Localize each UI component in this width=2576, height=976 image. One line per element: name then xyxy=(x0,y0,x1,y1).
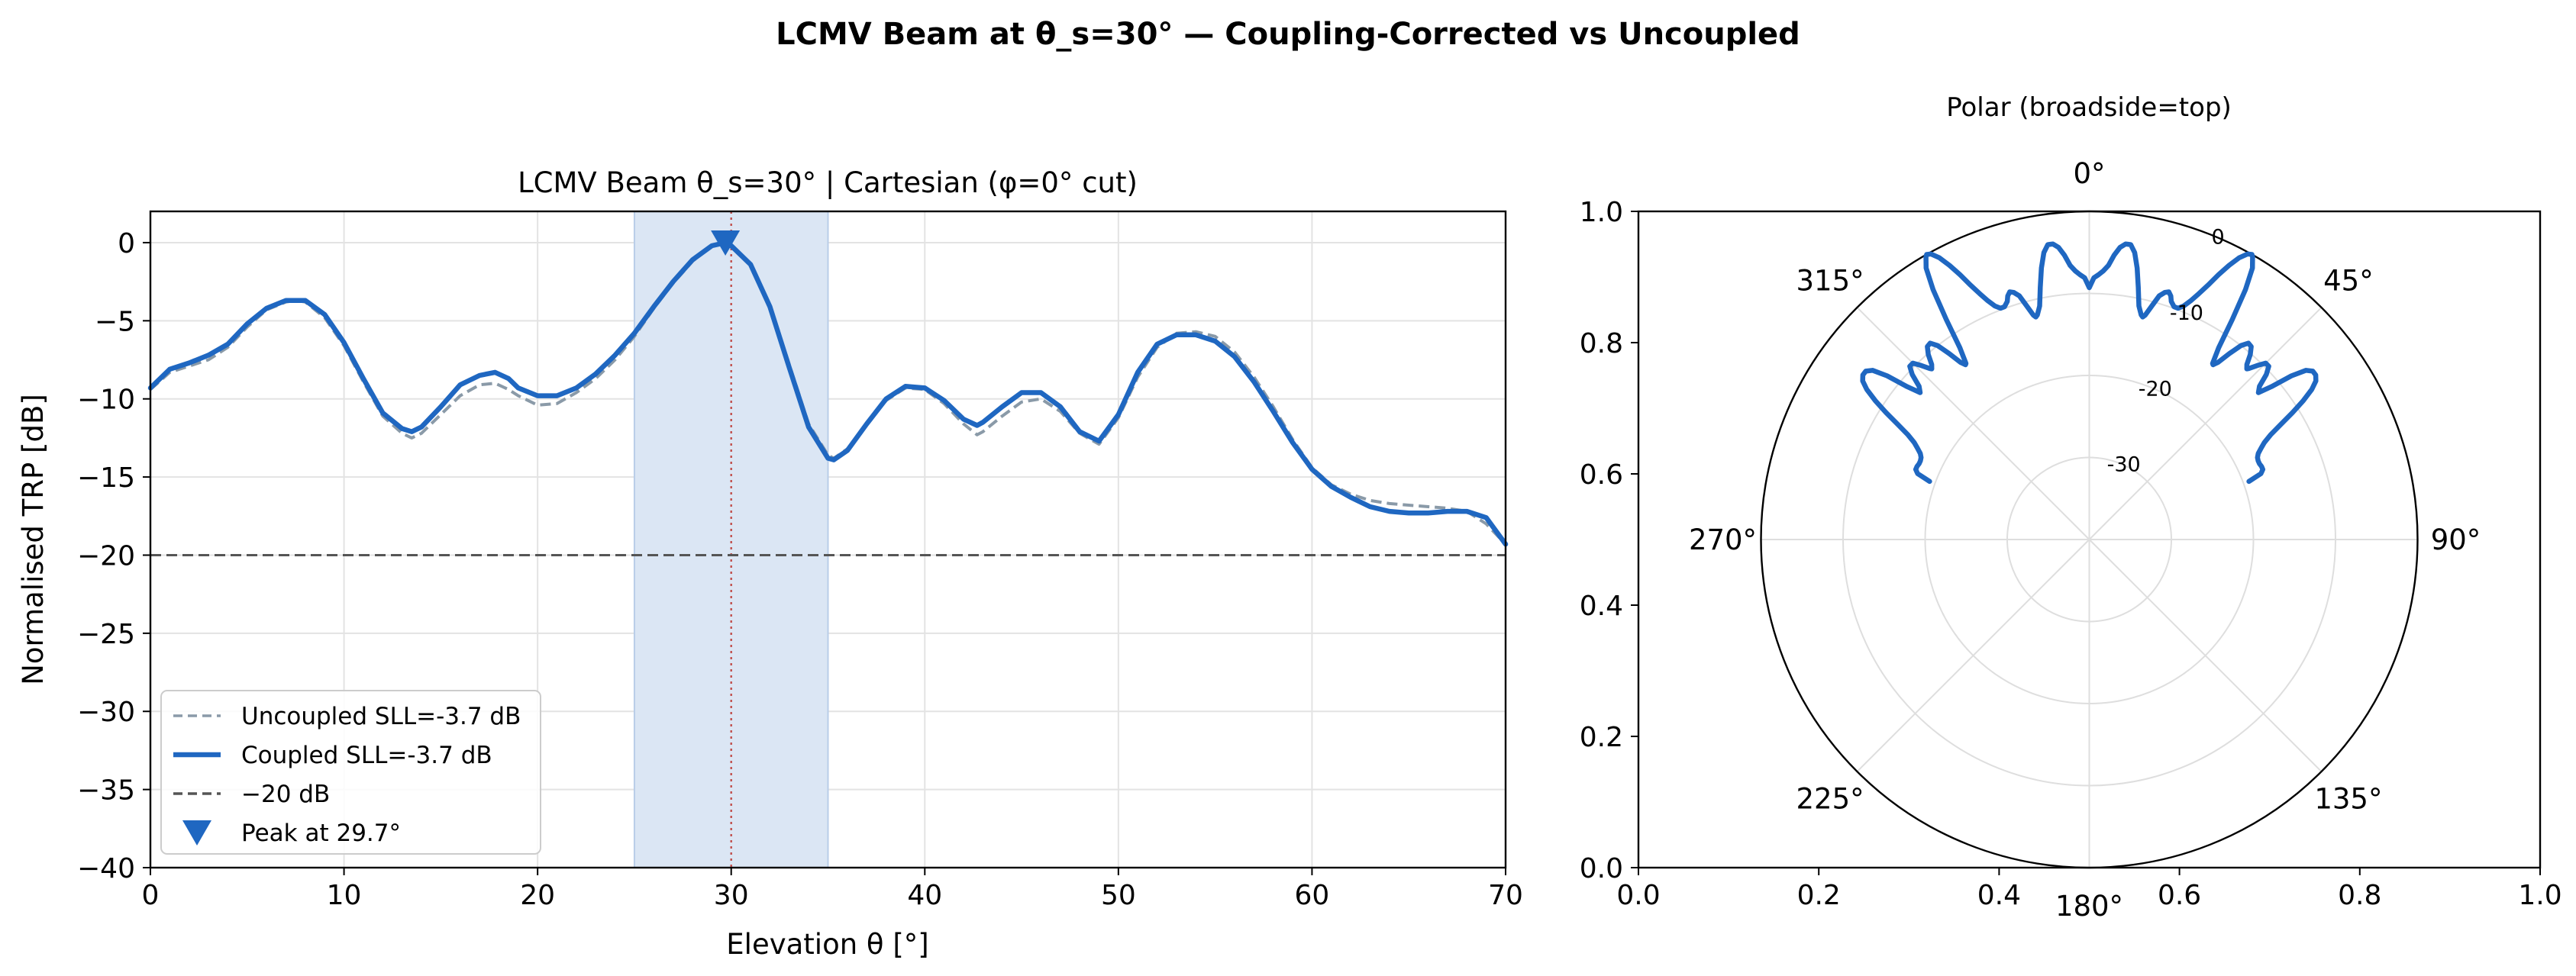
polar-plot: Polar (broadside=top) 0.0 0.2 0.4 0.6 0.8 1.0… xyxy=(1580,92,2562,923)
polar-outer-ticks: 0.0 0.2 0.4 0.6 0.8 1.0 0.0 0.2 0.4 0.6 0.8 1.0 xyxy=(1580,197,2562,911)
outer-y-tick-label: 0.8 xyxy=(1580,328,1623,359)
x-tick-label: 30 xyxy=(714,880,749,911)
polar-angle-label: 270° xyxy=(1689,523,1757,556)
polar-series xyxy=(1860,241,2319,485)
x-tick-label: 20 xyxy=(520,880,555,911)
y-tick-label: −10 xyxy=(77,385,135,416)
polar-radial-label: -10 xyxy=(2170,301,2203,325)
outer-y-tick-label: 0.4 xyxy=(1580,591,1623,622)
polar-grid xyxy=(1760,210,2419,869)
polar-frame xyxy=(1760,210,2419,869)
cartesian-ticks: 0 10 20 30 40 50 60 70 0 −5 −10 −15 −20 −25 −30 −35 −40 xyxy=(77,228,1523,911)
polar-angle-label: 180° xyxy=(2055,890,2123,923)
polar-angle-label: 225° xyxy=(1796,782,1864,815)
outer-x-tick-label: 0.8 xyxy=(2338,880,2381,911)
polar-angle-label: 90° xyxy=(2431,523,2481,556)
figure-suptitle: LCMV Beam at θ_s=30° — Coupling-Correcte… xyxy=(776,17,1800,52)
polar-angle-label: 0° xyxy=(2073,157,2105,190)
outer-x-tick-label: 0.0 xyxy=(1616,880,1660,911)
polar-angle-label: 315° xyxy=(1796,265,1864,298)
cartesian-plot: LCMV Beam θ_s=30° | Cartesian (φ=0° cut)… xyxy=(17,166,1523,961)
x-tick-label: 10 xyxy=(327,880,362,911)
outer-x-tick-label: 0.6 xyxy=(2158,880,2201,911)
legend-marker xyxy=(182,820,211,846)
legend-label: Peak at 29.7° xyxy=(241,820,401,847)
y-tick-label: −30 xyxy=(77,697,135,728)
outer-y-tick-label: 1.0 xyxy=(1580,197,1623,228)
x-tick-label: 40 xyxy=(907,880,942,911)
outer-x-tick-label: 0.4 xyxy=(1977,880,2021,911)
polar-radial-label: -20 xyxy=(2139,377,2172,401)
y-tick-label: −5 xyxy=(95,306,135,337)
outer-y-tick-label: 0.0 xyxy=(1580,853,1623,884)
polar-angle-label: 45° xyxy=(2323,265,2374,298)
x-tick-label: 70 xyxy=(1488,880,1523,911)
polar-angle-labels: 0° 45° 90° 135° 180° 225° 270° 315° 0 -10 -20 -30 xyxy=(1689,157,2481,923)
outer-y-tick-label: 0.2 xyxy=(1580,722,1623,753)
outer-x-tick-label: 1.0 xyxy=(2518,880,2561,911)
cartesian-frame xyxy=(149,210,1507,869)
y-tick-label: −35 xyxy=(77,775,135,807)
polar-angle-label: 135° xyxy=(2314,782,2382,815)
polar-radial-label: -30 xyxy=(2107,453,2141,477)
outer-y-tick-label: 0.6 xyxy=(1580,459,1623,491)
peak-marker xyxy=(711,230,741,256)
legend-label: Coupled SLL=-3.7 dB xyxy=(241,742,492,769)
outer-x-tick-label: 0.2 xyxy=(1797,880,1841,911)
y-tick-label: −20 xyxy=(77,540,135,572)
mainlobe-band xyxy=(633,211,829,868)
polar-ring xyxy=(1842,292,2336,787)
cartesian-title: LCMV Beam θ_s=30° | Cartesian (φ=0° cut) xyxy=(518,166,1138,199)
series-coupled-line xyxy=(147,240,1509,547)
y-tick-label: −40 xyxy=(77,853,135,884)
x-tick-label: 0 xyxy=(142,880,160,911)
y-tick-label: −25 xyxy=(77,619,135,650)
y-tick-label: 0 xyxy=(118,228,135,259)
polar-title: Polar (broadside=top) xyxy=(1946,92,2232,123)
cartesian-series xyxy=(147,211,1509,868)
cartesian-mainlobe-region xyxy=(633,211,829,868)
polar-pattern-line xyxy=(1860,241,2319,485)
legend-box xyxy=(160,690,541,855)
y-tick-label: −15 xyxy=(77,462,135,494)
polar-ring xyxy=(1924,375,2255,704)
cartesian-ylabel: Normalised TRP [dB] xyxy=(17,394,50,685)
cartesian-legend: Uncoupled SLL=-3.7 dB Coupled SLL=-3.7 dB… xyxy=(160,690,541,855)
x-tick-label: 50 xyxy=(1101,880,1136,911)
cartesian-xlabel: Elevation θ [°] xyxy=(726,928,928,961)
legend-label: −20 dB xyxy=(241,781,330,808)
polar-ring xyxy=(2006,456,2172,623)
x-tick-label: 60 xyxy=(1295,880,1330,911)
legend-label: Uncoupled SLL=-3.7 dB xyxy=(241,703,521,730)
polar-radial-label: 0 xyxy=(2211,226,2224,250)
